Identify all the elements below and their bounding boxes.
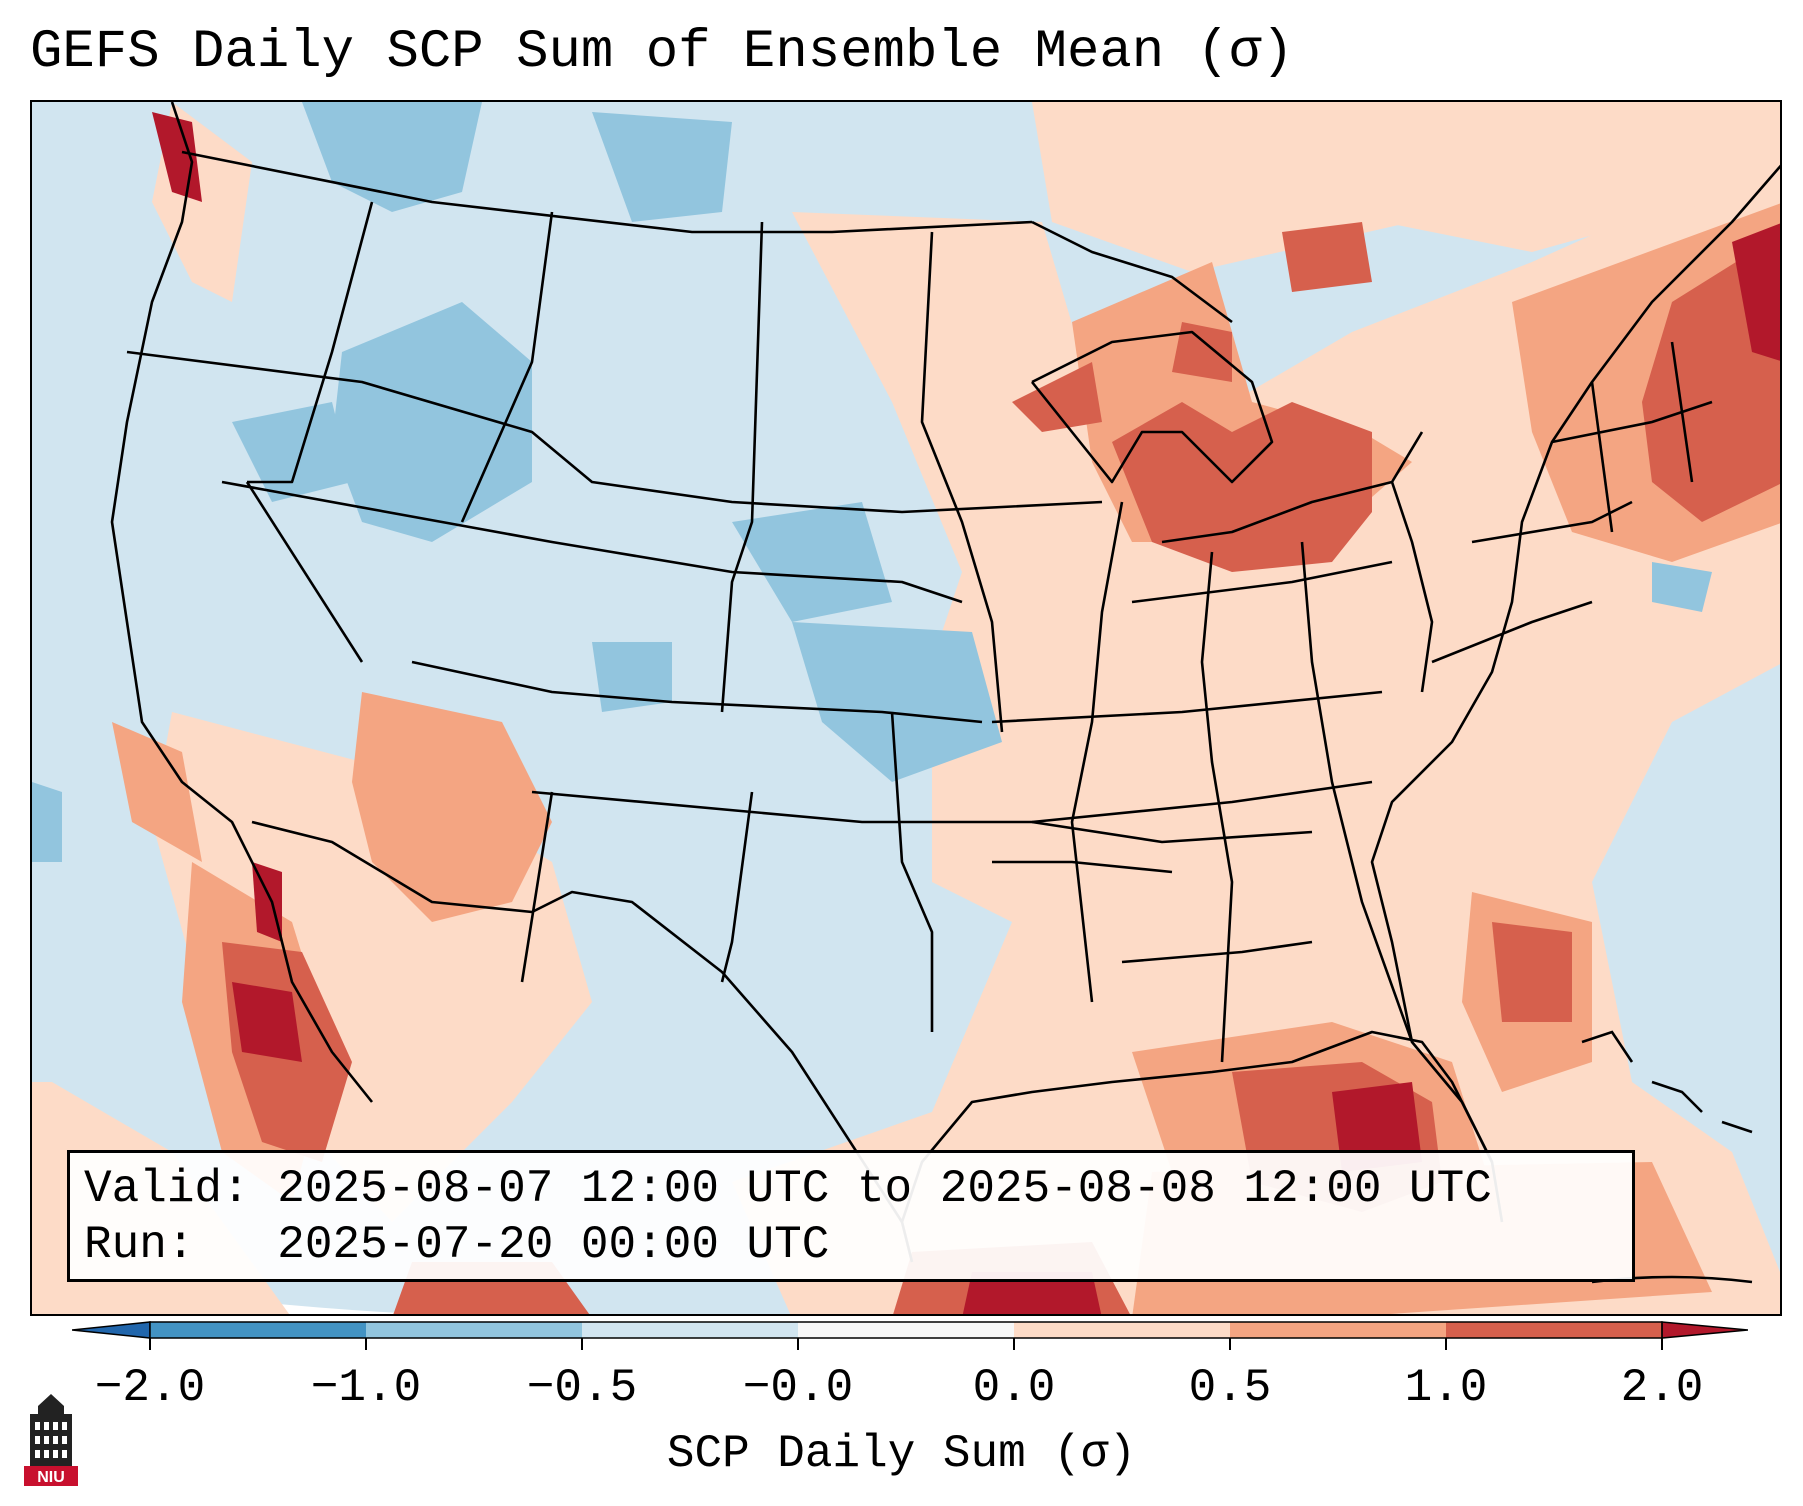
colorbar-tick-label: −1.0	[311, 1362, 421, 1414]
map-title: GEFS Daily SCP Sum of Ensemble Mean (σ)	[30, 22, 1294, 83]
colorbar-extend-high	[1662, 1322, 1748, 1338]
scp-map	[32, 102, 1782, 1316]
colorbar-tick-label: 0.5	[1189, 1362, 1272, 1414]
colorbar-tick-label: −0.0	[743, 1362, 853, 1414]
colorbar-extend-low	[72, 1322, 150, 1338]
colorbar-segment-5	[1014, 1322, 1230, 1338]
colorbar-segment-3	[582, 1322, 798, 1338]
colorbar-tick-label: −2.0	[95, 1362, 205, 1414]
colorbar-segment-2	[366, 1322, 582, 1338]
valid-label: Valid:	[84, 1163, 250, 1215]
validity-info-box: Valid: 2025-08-07 12:00 UTC to 2025-08-0…	[67, 1150, 1635, 1282]
colorbar-segment-1	[150, 1322, 366, 1338]
colorbar-segment-6	[1230, 1322, 1446, 1338]
colorbar-tick-label: 2.0	[1621, 1362, 1704, 1414]
run-label: Run:	[84, 1219, 194, 1271]
valid-time-range: 2025-08-07 12:00 UTC to 2025-08-08 12:00…	[277, 1163, 1492, 1215]
map-panel	[30, 100, 1782, 1316]
colorbar-tick-label: 0.0	[973, 1362, 1056, 1414]
colorbar-label: SCP Daily Sum (σ)	[0, 1428, 1803, 1480]
colorbar	[72, 1320, 1748, 1360]
colorbar-tick-label: 1.0	[1405, 1362, 1488, 1414]
colorbar-tick-label: −0.5	[527, 1362, 637, 1414]
colorbar-segment-7	[1446, 1322, 1662, 1338]
logo-text: NIU	[37, 1469, 65, 1486]
colorbar-segment-4	[798, 1322, 1014, 1338]
run-time: 2025-07-20 00:00 UTC	[277, 1219, 829, 1271]
niu-tower-logo-icon: NIU	[20, 1392, 82, 1488]
